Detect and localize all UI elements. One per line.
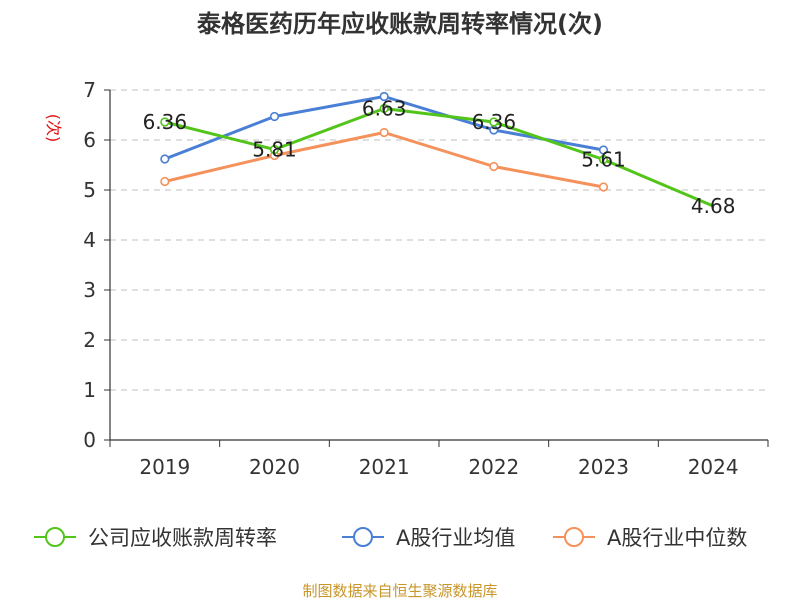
series-line [164,131,604,189]
data-point [598,154,609,165]
y-tick-label: 7 [83,78,96,102]
y-tick-label: 1 [83,378,96,402]
data-point [379,91,389,102]
legend-marker [353,527,373,547]
legend-item[interactable]: A股行业均值 [342,526,515,550]
data-label: 5.61 [581,148,626,172]
data-label: 6.36 [472,110,517,134]
data-point [160,176,170,187]
y-tick-label: 2 [83,328,96,352]
legend-item[interactable]: 公司应收账款周转率 [34,526,277,550]
y-tick-label: 5 [83,178,96,202]
legend-marker [45,527,65,547]
legend-item[interactable]: A股行业中位数 [553,526,747,550]
y-tick-label: 6 [83,128,96,152]
x-tick-label: 2022 [468,455,519,479]
y-axis-label: (次) [44,114,63,143]
data-point [269,111,280,122]
series-lines [160,91,714,208]
legend[interactable]: 公司应收账款周转率 A股行业均值 A股行业中位数 [34,526,747,550]
legend-label: A股行业均值 [396,526,515,550]
x-tick-label: 2019 [139,455,190,479]
series-line [164,107,714,208]
y-tick-label: 4 [83,228,96,252]
data-point [269,144,280,155]
x-tick-label: 2021 [359,455,410,479]
data-label: 6.63 [362,97,407,121]
data-label: 6.36 [143,110,188,134]
x-tick-label: 2020 [249,455,300,479]
axes: 0 1 2 3 4 5 6 7 2019 2020 2021 2022 2023 2024 [83,78,769,479]
legend-label: 公司应收账款周转率 [88,526,277,550]
x-tick-label: 2023 [578,455,629,479]
y-tick-label: 0 [83,428,96,452]
legend-marker [564,527,584,547]
data-point [489,161,499,172]
data-point [379,127,389,138]
data-point [379,103,389,114]
data-point [598,182,609,192]
data-label: 5.81 [252,138,297,162]
data-point [598,145,609,155]
data-point [160,154,170,164]
y-tick-label: 3 [83,278,96,302]
data-label: 4.68 [691,194,736,218]
data-point [160,117,170,127]
grid-lines [110,89,768,391]
data-labels: 6.36 5.81 6.63 6.36 5.61 4.68 [143,97,736,219]
chart-title: 泰格医药历年应收账款周转率情况(次) [197,10,603,38]
x-tick-label: 2024 [688,455,739,479]
source-note: 制图数据来自恒生聚源数据库 [302,582,497,600]
data-point [489,117,499,127]
legend-label: A股行业中位数 [607,526,747,550]
